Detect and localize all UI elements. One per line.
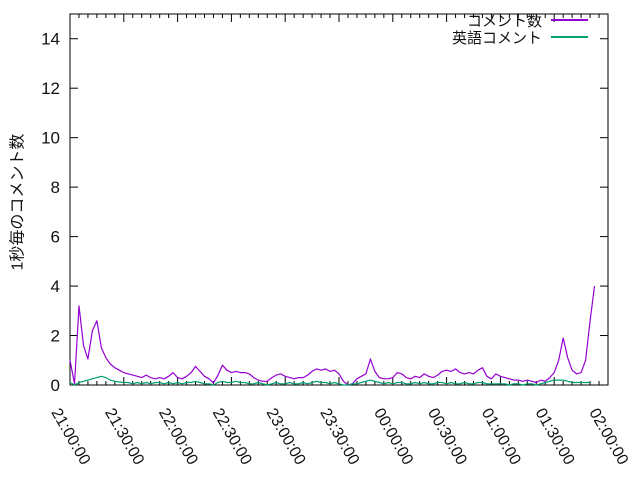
- x-tick-label: 02:00:00: [585, 406, 631, 469]
- y-axis-title: 1秒毎のコメント数: [9, 133, 27, 271]
- x-tick-label: 21:00:00: [47, 406, 93, 469]
- x-tick-label: 23:00:00: [263, 406, 309, 469]
- plot-border: [69, 13, 609, 386]
- legend: コメント数 英語コメント: [451, 12, 588, 47]
- legend-label-english-comments: 英語コメント: [451, 29, 542, 47]
- x-tick-label: 00:30:00: [424, 406, 470, 469]
- legend-item-comments: コメント数: [452, 12, 588, 30]
- y-tick-label: 14: [41, 30, 60, 49]
- legend-item-english-comments: 英語コメント: [451, 29, 588, 47]
- y-tick-label: 0: [51, 376, 60, 395]
- y-tick-label: 2: [51, 327, 60, 346]
- y-tick-label: 8: [51, 178, 60, 197]
- legend-line-sample-comments: [551, 19, 588, 21]
- x-tick-label: 01:30:00: [532, 406, 578, 469]
- legend-label-comments: コメント数: [466, 12, 542, 30]
- y-tick-label: 6: [51, 228, 60, 247]
- y-tick-label: 12: [41, 79, 60, 98]
- x-tick-label: 21:30:00: [101, 406, 147, 469]
- x-tick-label: 01:00:00: [478, 406, 524, 469]
- y-tick-label: 10: [41, 129, 60, 148]
- x-tick-label: 00:00:00: [370, 406, 416, 469]
- x-tick-label: 22:30:00: [209, 406, 255, 469]
- x-tick-label: 23:30:00: [316, 406, 362, 469]
- series-line-1: [69, 375, 591, 386]
- y-tick-label: 4: [51, 277, 60, 296]
- legend-line-sample-english-comments: [551, 36, 588, 38]
- x-tick-label: 22:00:00: [155, 406, 201, 469]
- series-line-0: [69, 286, 596, 386]
